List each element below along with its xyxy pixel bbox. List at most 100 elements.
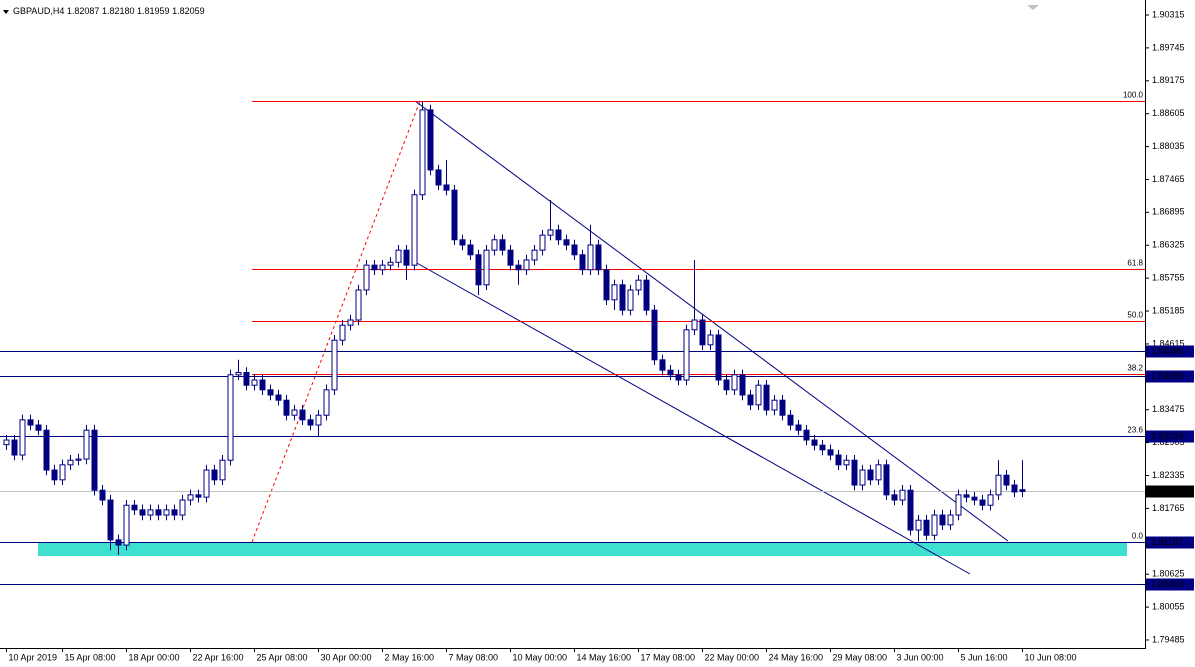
candle-body	[667, 369, 674, 376]
candle-body	[763, 384, 770, 411]
price-label-box	[1146, 370, 1194, 383]
candle-body	[739, 374, 746, 396]
header-low: 1.81959	[137, 6, 170, 16]
candle-body	[1019, 489, 1026, 492]
support-zone	[38, 542, 1127, 556]
candle-body	[187, 494, 194, 501]
candle-body	[427, 109, 434, 171]
candle-body	[35, 424, 42, 431]
candle-body	[707, 334, 714, 346]
candle-body	[323, 389, 330, 416]
price-label-box	[1146, 578, 1194, 591]
candle-body	[675, 374, 682, 381]
candle-body	[539, 234, 546, 251]
x-tick-label: 18 Apr 00:00	[129, 652, 180, 662]
candle-body	[699, 319, 706, 346]
y-tick-label: 1.85185	[1152, 305, 1185, 315]
scroll-marker	[1027, 5, 1039, 10]
candle-body	[347, 319, 354, 326]
symbol: GBPAUD,H4	[13, 6, 64, 16]
x-tick-label: 15 Apr 08:00	[65, 652, 116, 662]
price-label-box	[1146, 485, 1194, 498]
candle-body	[931, 514, 938, 536]
candle-body	[315, 414, 322, 426]
candle-body	[899, 489, 906, 501]
price-label-box	[1146, 536, 1194, 549]
candle-body	[715, 334, 722, 381]
candle-body	[147, 509, 154, 516]
candle-body	[755, 384, 762, 406]
candle-body	[67, 459, 74, 466]
y-tick-label: 1.86895	[1152, 207, 1185, 217]
fibo-label: 0.0	[1132, 532, 1144, 541]
candle-body	[835, 454, 842, 466]
candle-body	[627, 289, 634, 311]
candle-body	[819, 444, 826, 451]
channel-lower	[414, 261, 971, 575]
price-label: 1.83018	[1151, 431, 1184, 441]
candle-body	[459, 239, 466, 246]
candle-body	[171, 509, 178, 516]
y-tick-label: 1.82335	[1152, 470, 1185, 480]
candle-body	[939, 514, 946, 526]
fibo-label: 61.8	[1127, 259, 1143, 268]
candle-body	[51, 469, 58, 481]
candle-body	[987, 494, 994, 506]
candle-body	[179, 499, 186, 516]
candle-body	[531, 249, 538, 261]
candle-body	[907, 489, 914, 531]
candle-body	[59, 464, 66, 481]
candle-body	[587, 244, 594, 271]
candle-body	[235, 372, 242, 376]
header-arrow	[3, 10, 9, 14]
candle-body	[883, 464, 890, 496]
candle-body	[115, 539, 122, 546]
candle-body	[251, 379, 258, 386]
x-tick-label: 2 May 16:00	[385, 652, 435, 662]
y-tick-label: 1.85755	[1152, 273, 1185, 283]
x-tick-label: 10 May 00:00	[513, 652, 568, 662]
candle-body	[11, 439, 18, 456]
candle-body	[963, 494, 970, 498]
candle-body	[1011, 484, 1018, 493]
candle-body	[635, 279, 642, 291]
candle-body	[403, 249, 410, 266]
fibo-label: 50.0	[1127, 311, 1143, 320]
candle-body	[995, 474, 1002, 496]
y-tick-label: 1.80055	[1152, 601, 1185, 611]
candle-body	[843, 459, 850, 466]
candle-body	[731, 374, 738, 391]
x-tick-label: 25 Apr 08:00	[257, 652, 308, 662]
candle-body	[43, 429, 50, 471]
candle-body	[355, 289, 362, 321]
candle-body	[555, 229, 562, 241]
candle-body	[643, 279, 650, 311]
x-tick-label: 22 May 00:00	[705, 652, 760, 662]
candle-body	[651, 309, 658, 361]
x-tick-label: 24 May 16:00	[769, 652, 824, 662]
candle-body	[1003, 474, 1010, 486]
x-tick-label: 22 Apr 16:00	[193, 652, 244, 662]
x-tick-label: 29 May 08:00	[833, 652, 888, 662]
candle-body	[891, 494, 898, 501]
candle-body	[859, 469, 866, 486]
candle-body	[435, 169, 442, 186]
candle-body	[683, 329, 690, 381]
candle-body	[611, 284, 618, 301]
candle-body	[27, 419, 34, 426]
candle-body	[243, 372, 250, 386]
candle-body	[659, 359, 666, 371]
y-tick-label: 1.88035	[1152, 141, 1185, 151]
y-tick-label: 1.89175	[1152, 75, 1185, 85]
candle-body	[419, 109, 426, 196]
candle-body	[747, 394, 754, 406]
candle-body	[107, 499, 114, 541]
candle-body	[443, 184, 450, 191]
candle-body	[811, 439, 818, 446]
y-tick-label: 1.81765	[1152, 503, 1185, 513]
candle-body	[91, 429, 98, 491]
y-tick-label: 1.79485	[1152, 634, 1185, 644]
candle-body	[227, 374, 234, 461]
candle-body	[603, 269, 610, 301]
